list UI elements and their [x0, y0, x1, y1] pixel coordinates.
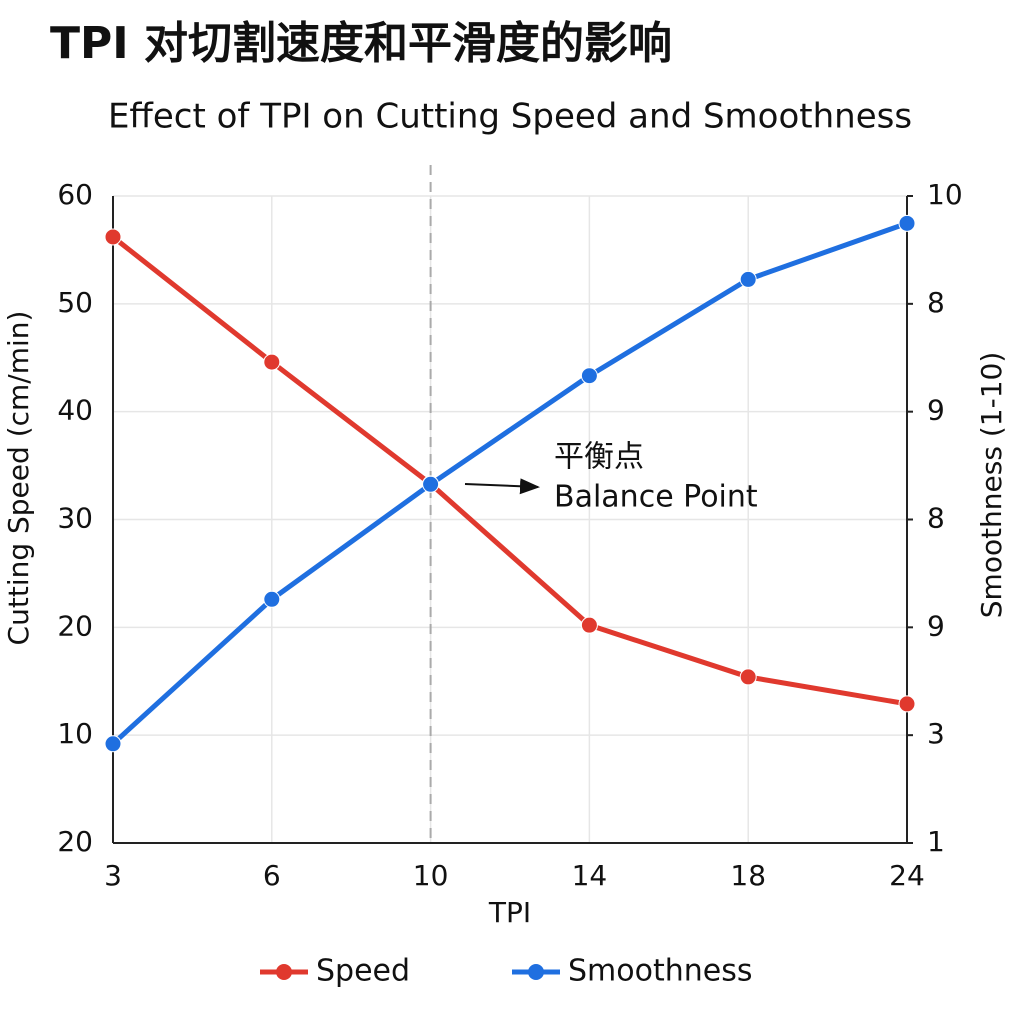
data-point: [263, 353, 281, 371]
y-tick-label: 10: [57, 717, 93, 750]
y2-tick-label: 10: [927, 178, 963, 211]
y2-tick-label: 9: [927, 394, 945, 427]
y2-tick-label: 1: [927, 825, 945, 858]
y2-axis-label: Smoothness (1-10): [975, 352, 1008, 618]
data-point: [898, 695, 916, 713]
series-line: [111, 220, 908, 746]
y-tick-label: 30: [57, 502, 93, 535]
data-point: [580, 616, 598, 634]
y-tick-label: 20: [57, 609, 93, 642]
annotation-text: 平衡点: [554, 440, 644, 475]
y-tick-label: 60: [57, 178, 93, 211]
chart-subtitle: Effect of TPI on Cutting Speed and Smoot…: [108, 97, 912, 137]
x-axis-label: TPI: [488, 896, 531, 929]
data-point: [422, 475, 440, 493]
y2-tick-label: 3: [927, 717, 945, 750]
data-point: [263, 590, 281, 608]
legend-marker: [276, 964, 292, 980]
data-point: [104, 735, 122, 753]
annotation-text: Balance Point: [554, 480, 758, 515]
series-line: [111, 235, 908, 707]
y2-tick-label: 9: [927, 609, 945, 642]
data-point: [898, 214, 916, 232]
data-point: [580, 367, 598, 385]
y2-tick-label: 8: [927, 286, 945, 319]
y-axis-label: Cutting Speed (cm/min): [2, 311, 35, 646]
y-tick-label: 20: [57, 825, 93, 858]
legend-label: Speed: [316, 954, 410, 989]
y-tick-label: 40: [57, 394, 93, 427]
chart-title: TPI 对切割速度和平滑度的影响: [50, 18, 672, 69]
data-point: [739, 270, 757, 288]
data-point: [104, 228, 122, 246]
x-tick-label: 6: [263, 859, 281, 892]
x-tick-label: 24: [889, 859, 925, 892]
y-tick-label: 50: [57, 286, 93, 319]
legend-marker: [528, 964, 544, 980]
legend-label: Smoothness: [568, 954, 752, 989]
data-point: [739, 668, 757, 686]
x-tick-label: 10: [413, 859, 449, 892]
x-tick-label: 18: [730, 859, 766, 892]
y2-tick-label: 8: [927, 502, 945, 535]
annotation-arrow: [464, 478, 540, 495]
x-tick-label: 3: [104, 859, 122, 892]
x-tick-label: 14: [572, 859, 608, 892]
